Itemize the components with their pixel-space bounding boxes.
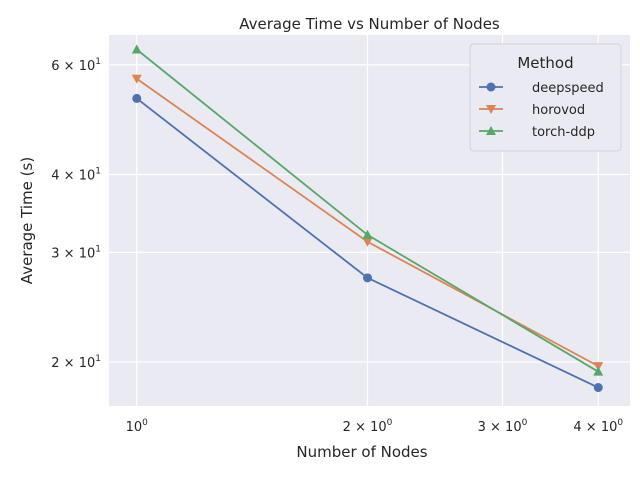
series-group (131, 44, 604, 393)
data-point-torch-ddp (131, 44, 142, 54)
y-tick-label: 6 × 101 (51, 57, 101, 74)
y-tick-label: 3 × 101 (51, 244, 101, 261)
legend-item-deepspeed: deepspeed (479, 81, 604, 96)
x-axis-label: Number of Nodes (296, 443, 427, 461)
y-tick-label: 4 × 101 (51, 167, 101, 184)
legend: Method deepspeed horovod torch-ddp (469, 43, 622, 152)
y-tick-label: 2 × 101 (51, 354, 101, 371)
data-point-horovod (131, 74, 142, 84)
legend-item-horovod: horovod (479, 103, 585, 118)
data-point-deepspeed (132, 93, 142, 103)
legend-label: deepspeed (532, 81, 604, 96)
chart-title: Average Time vs Number of Nodes (239, 15, 500, 33)
legend-marker (486, 82, 496, 92)
data-point-torch-ddp (593, 366, 604, 376)
series-torch-ddp (131, 44, 604, 376)
data-point-torch-ddp (362, 229, 373, 239)
legend-marker (486, 105, 496, 114)
legend-marker (486, 126, 496, 135)
series-horovod (131, 74, 604, 372)
legend-label: torch-ddp (532, 125, 595, 140)
y-axis-label: Average Time (s) (18, 157, 36, 284)
legend-items: deepspeed horovod torch-ddp (479, 81, 604, 140)
x-tick-label: 3 × 100 (478, 418, 528, 435)
data-point-horovod (593, 362, 604, 372)
data-point-horovod (362, 237, 373, 247)
tick-labels: 100 2 × 100 3 × 100 4 × 100 2 × 101 3 × 101 4 … (51, 57, 623, 435)
legend-box (469, 43, 622, 152)
legend-item-torch-ddp: torch-ddp (479, 125, 595, 140)
x-tick-label: 4 × 100 (573, 418, 623, 435)
x-tick-label: 2 × 100 (343, 418, 393, 435)
series-deepspeed (132, 93, 603, 393)
x-tick-label: 100 (126, 418, 149, 435)
data-point-deepspeed (593, 383, 603, 393)
legend-label: horovod (532, 103, 585, 118)
data-point-deepspeed (363, 273, 373, 283)
legend-title: Method (517, 54, 573, 72)
